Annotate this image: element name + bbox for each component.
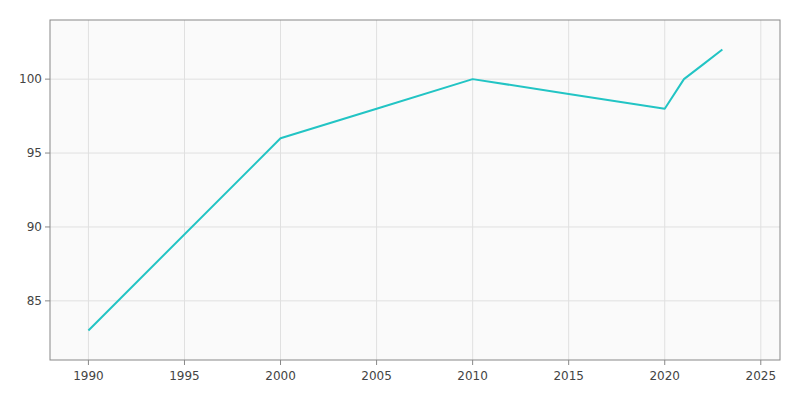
tick-label-y: 90	[27, 220, 42, 234]
tick-mark-y	[45, 79, 50, 80]
tick-label-y: 85	[27, 294, 42, 308]
grid-line-y	[50, 79, 780, 80]
tick-label-x: 2020	[649, 369, 680, 383]
tick-mark-y	[45, 300, 50, 301]
tick-mark-y	[45, 153, 50, 154]
tick-mark-x	[664, 360, 665, 365]
tick-mark-x	[184, 360, 185, 365]
plot-frame	[50, 20, 780, 360]
data-layer	[88, 50, 722, 331]
tick-mark-y	[45, 226, 50, 227]
grid-line-x	[568, 20, 569, 360]
plot-background	[50, 20, 780, 360]
tick-label-x: 2005	[361, 369, 392, 383]
tick-label-x: 2010	[457, 369, 488, 383]
tick-mark-x	[472, 360, 473, 365]
tick-label-x: 1995	[169, 369, 200, 383]
tick-mark-x	[568, 360, 569, 365]
grid-line-x	[184, 20, 185, 360]
tick-label-x: 2015	[553, 369, 584, 383]
grid-line-y	[50, 153, 780, 154]
data-line	[88, 50, 722, 331]
grid-line-x	[376, 20, 377, 360]
chart-svg: 1990 1995 2000 2005 2010 2015 2020 2025 85 90 95 10…	[0, 0, 800, 400]
tick-label-y: 100	[19, 72, 42, 86]
grid-line-y	[50, 226, 780, 227]
tick-label-x: 2000	[265, 369, 296, 383]
grid	[50, 20, 780, 360]
tick-label-y: 95	[27, 146, 42, 160]
tick-mark-x	[376, 360, 377, 365]
grid-line-x	[664, 20, 665, 360]
grid-line-x	[760, 20, 761, 360]
tick-label-x: 1990	[73, 369, 104, 383]
grid-line-x	[472, 20, 473, 360]
tick-mark-x	[760, 360, 761, 365]
chart-container: 1990 1995 2000 2005 2010 2015 2020 2025 85 90 95 10…	[0, 0, 800, 400]
grid-line-x	[88, 20, 89, 360]
grid-line-y	[50, 300, 780, 301]
tick-mark-x	[88, 360, 89, 365]
grid-line-x	[280, 20, 281, 360]
tick-label-x: 2025	[746, 369, 777, 383]
tick-mark-x	[280, 360, 281, 365]
